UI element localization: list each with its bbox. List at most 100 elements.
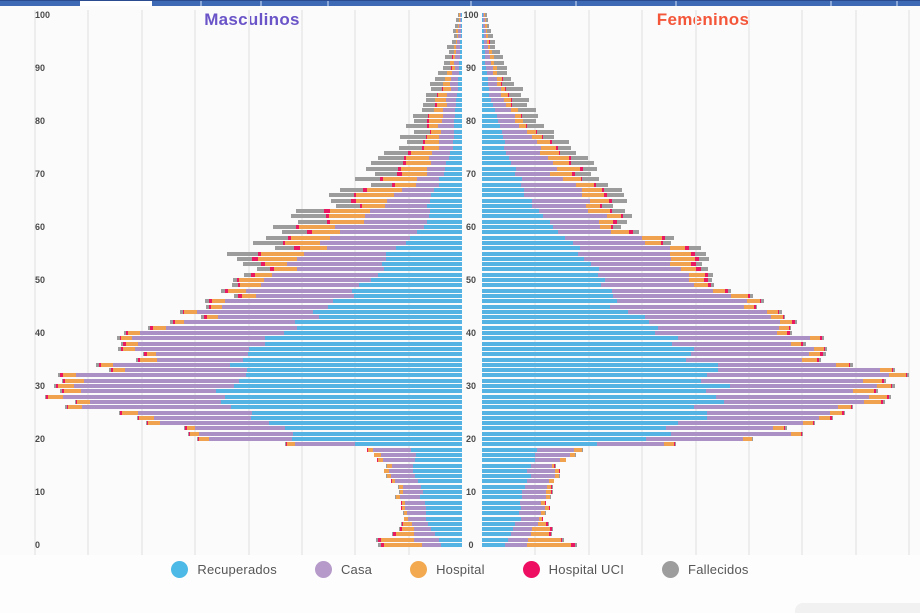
segment-recuperados[interactable] [482, 60, 486, 65]
segment-casa[interactable] [494, 108, 512, 113]
segment-casa[interactable] [457, 39, 461, 44]
segment-casa[interactable] [508, 537, 529, 542]
segment-casa[interactable] [156, 357, 244, 362]
segment-recuperados[interactable] [482, 325, 659, 330]
segment-fallecidos[interactable] [875, 389, 878, 394]
segment-casa[interactable] [572, 240, 646, 245]
segment-hospital_uci[interactable] [520, 113, 522, 118]
segment-recuperados[interactable] [482, 315, 646, 320]
segment-recuperados[interactable] [482, 177, 522, 182]
segment-hospital[interactable] [57, 384, 75, 388]
segment-recuperados[interactable] [482, 320, 649, 325]
segment-hospital_uci[interactable] [501, 76, 503, 81]
segment-fallecidos[interactable] [237, 256, 253, 261]
segment-recuperados[interactable] [482, 384, 731, 388]
segment-hospital[interactable] [600, 225, 612, 229]
segment-recuperados[interactable] [482, 532, 512, 537]
segment-casa[interactable] [140, 331, 284, 335]
segment-fallecidos[interactable] [789, 325, 792, 330]
segment-hospital[interactable] [515, 119, 523, 123]
segment-recuperados[interactable] [417, 230, 462, 235]
segment-casa[interactable] [579, 246, 670, 251]
segment-recuperados[interactable] [482, 219, 551, 224]
segment-casa[interactable] [550, 219, 600, 224]
segment-recuperados[interactable] [482, 187, 525, 192]
segment-recuperados[interactable] [482, 76, 488, 81]
segment-casa[interactable] [645, 437, 744, 441]
segment-hospital[interactable] [531, 527, 551, 532]
segment-hospital_uci[interactable] [544, 511, 546, 516]
segment-hospital_uci[interactable] [817, 357, 819, 362]
segment-recuperados[interactable] [250, 415, 462, 420]
segment-hospital[interactable] [818, 415, 831, 420]
segment-casa[interactable] [527, 479, 549, 484]
segment-hospital_uci[interactable] [351, 198, 356, 203]
segment-recuperados[interactable] [482, 71, 488, 76]
segment-hospital_uci[interactable] [360, 203, 363, 208]
segment-hospital_uci[interactable] [556, 145, 559, 150]
segment-fallecidos[interactable] [485, 18, 489, 23]
segment-hospital[interactable] [546, 495, 550, 500]
segment-hospital_uci[interactable] [747, 293, 751, 298]
segment-hospital[interactable] [670, 251, 691, 256]
segment-fallecidos[interactable] [390, 479, 392, 484]
segment-hospital[interactable] [190, 431, 200, 436]
segment-casa[interactable] [523, 193, 582, 198]
segment-hospital[interactable] [489, 50, 492, 55]
segment-casa[interactable] [483, 34, 487, 39]
segment-casa[interactable] [511, 532, 531, 537]
segment-recuperados[interactable] [482, 426, 666, 431]
segment-casa[interactable] [450, 87, 458, 92]
segment-fallecidos[interactable] [551, 490, 553, 494]
segment-recuperados[interactable] [482, 405, 695, 410]
segment-hospital[interactable] [497, 76, 502, 81]
segment-hospital[interactable] [496, 81, 501, 86]
segment-recuperados[interactable] [448, 156, 462, 161]
segment-hospital[interactable] [574, 447, 582, 452]
segment-hospital[interactable] [285, 240, 320, 245]
segment-fallecidos[interactable] [377, 156, 404, 161]
segment-casa[interactable] [389, 468, 413, 473]
segment-casa[interactable] [413, 527, 432, 532]
segment-hospital[interactable] [802, 357, 818, 362]
segment-casa[interactable] [718, 368, 880, 373]
segment-hospital_uci[interactable] [569, 156, 572, 161]
segment-casa[interactable] [597, 442, 665, 447]
segment-fallecidos[interactable] [413, 119, 428, 123]
segment-hospital_uci[interactable] [182, 309, 185, 314]
segment-casa[interactable] [510, 161, 553, 166]
segment-hospital[interactable] [730, 293, 748, 298]
segment-hospital[interactable] [65, 378, 85, 383]
segment-recuperados[interactable] [482, 50, 485, 55]
segment-recuperados[interactable] [482, 378, 702, 383]
segment-hospital_uci[interactable] [517, 108, 519, 113]
segment-fallecidos[interactable] [783, 315, 786, 320]
segment-casa[interactable] [539, 209, 589, 214]
segment-casa[interactable] [153, 415, 251, 420]
segment-hospital[interactable] [540, 511, 545, 516]
segment-recuperados[interactable] [441, 543, 462, 547]
segment-hospital[interactable] [261, 251, 305, 256]
segment-fallecidos[interactable] [632, 230, 639, 235]
segment-fallecidos[interactable] [547, 521, 549, 526]
segment-fallecidos[interactable] [298, 219, 328, 224]
segment-fallecidos[interactable] [383, 150, 409, 155]
segment-hospital[interactable] [879, 368, 892, 373]
segment-casa[interactable] [369, 209, 430, 214]
segment-fallecidos[interactable] [220, 288, 225, 293]
segment-recuperados[interactable] [434, 187, 462, 192]
segment-fallecidos[interactable] [794, 320, 797, 325]
segment-casa[interactable] [84, 378, 239, 383]
segment-hospital[interactable] [645, 240, 661, 245]
segment-hospital_uci[interactable] [208, 304, 211, 309]
legend-item-hospital_uci[interactable]: Hospital UCI [522, 561, 624, 578]
segment-recuperados[interactable] [482, 516, 521, 521]
segment-fallecidos[interactable] [61, 378, 64, 383]
segment-hospital_uci[interactable] [568, 161, 572, 166]
segment-casa[interactable] [74, 384, 235, 388]
segment-casa[interactable] [255, 293, 354, 298]
segment-casa[interactable] [491, 97, 504, 102]
segment-casa[interactable] [390, 474, 416, 479]
segment-hospital[interactable] [530, 532, 549, 537]
segment-casa[interactable] [335, 225, 425, 229]
